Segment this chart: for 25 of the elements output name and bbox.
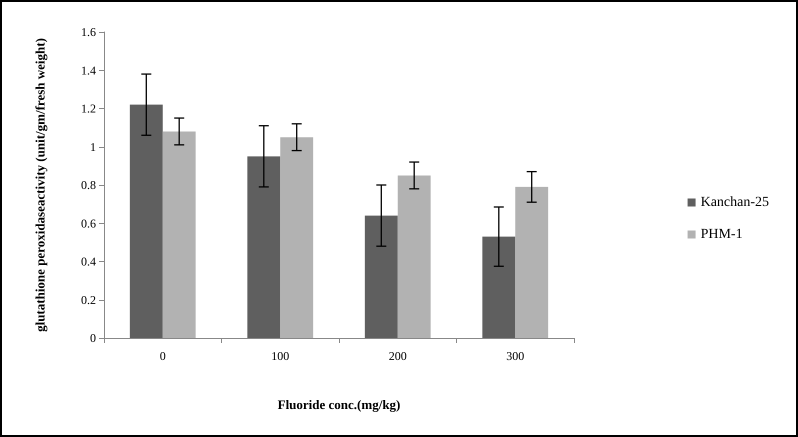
y-axis-title: glutathione peroxidaseactivity (unit/gm/fresh weight) (32, 38, 48, 332)
y-tick-label: 0.2 (81, 292, 96, 307)
legend-label: PHM-1 (700, 227, 743, 242)
x-tick-label: 100 (271, 349, 290, 363)
bar (162, 131, 196, 338)
y-tick-label: 1.6 (81, 25, 96, 39)
y-tick-label: 1 (90, 140, 96, 154)
bar (130, 104, 163, 338)
x-axis-title: Fluoride conc.(mg/kg) (278, 397, 400, 412)
legend-label: Kanchan-25 (700, 195, 770, 210)
bar (398, 175, 431, 338)
bar (482, 236, 516, 338)
bar (364, 216, 398, 338)
y-tick-label: 0 (90, 331, 96, 345)
bar (280, 137, 314, 338)
y-tick-label: 0.6 (81, 216, 96, 230)
y-tick-label: 1.2 (81, 102, 96, 116)
y-tick-label: 1.4 (81, 63, 96, 78)
bar (247, 156, 280, 338)
x-tick-label: 300 (506, 349, 524, 363)
y-tick-label: 0.4 (81, 254, 96, 268)
x-tick-label: 200 (388, 349, 407, 363)
x-tick-label: 0 (160, 349, 166, 363)
y-tick-label: 0.8 (81, 178, 96, 192)
bar (515, 186, 548, 338)
